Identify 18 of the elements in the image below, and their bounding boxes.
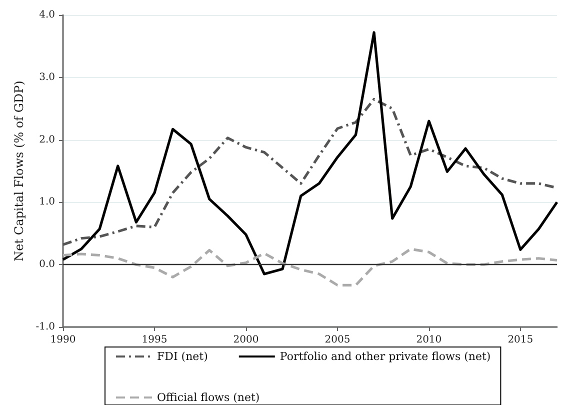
y-tick-label: 2.0 bbox=[39, 134, 55, 146]
legend-label: Portfolio and other private flows (net) bbox=[280, 350, 491, 363]
line-series bbox=[62, 248, 558, 286]
x-tick-label: 1995 bbox=[142, 334, 168, 346]
y-tick-label: 1.0 bbox=[39, 196, 55, 208]
x-tick-label: 2005 bbox=[324, 334, 350, 346]
y-tick-label: 0.0 bbox=[39, 259, 55, 270]
y-axis-title: Net Capital Flows (% of GDP) bbox=[12, 80, 26, 262]
y-tick-label: 3.0 bbox=[39, 72, 55, 83]
y-tick-label: -1.0 bbox=[36, 322, 55, 332]
x-tick-label: 2000 bbox=[233, 334, 259, 346]
legend-label: Official flows (net) bbox=[157, 391, 260, 404]
x-tick-label: 1990 bbox=[50, 334, 76, 346]
x-tick-label: 2015 bbox=[508, 334, 534, 346]
line-series bbox=[62, 31, 558, 276]
legend-label: FDI (net) bbox=[157, 350, 208, 363]
x-tick-label: 2010 bbox=[416, 334, 442, 346]
y-tick-label: 4.0 bbox=[39, 10, 55, 20]
